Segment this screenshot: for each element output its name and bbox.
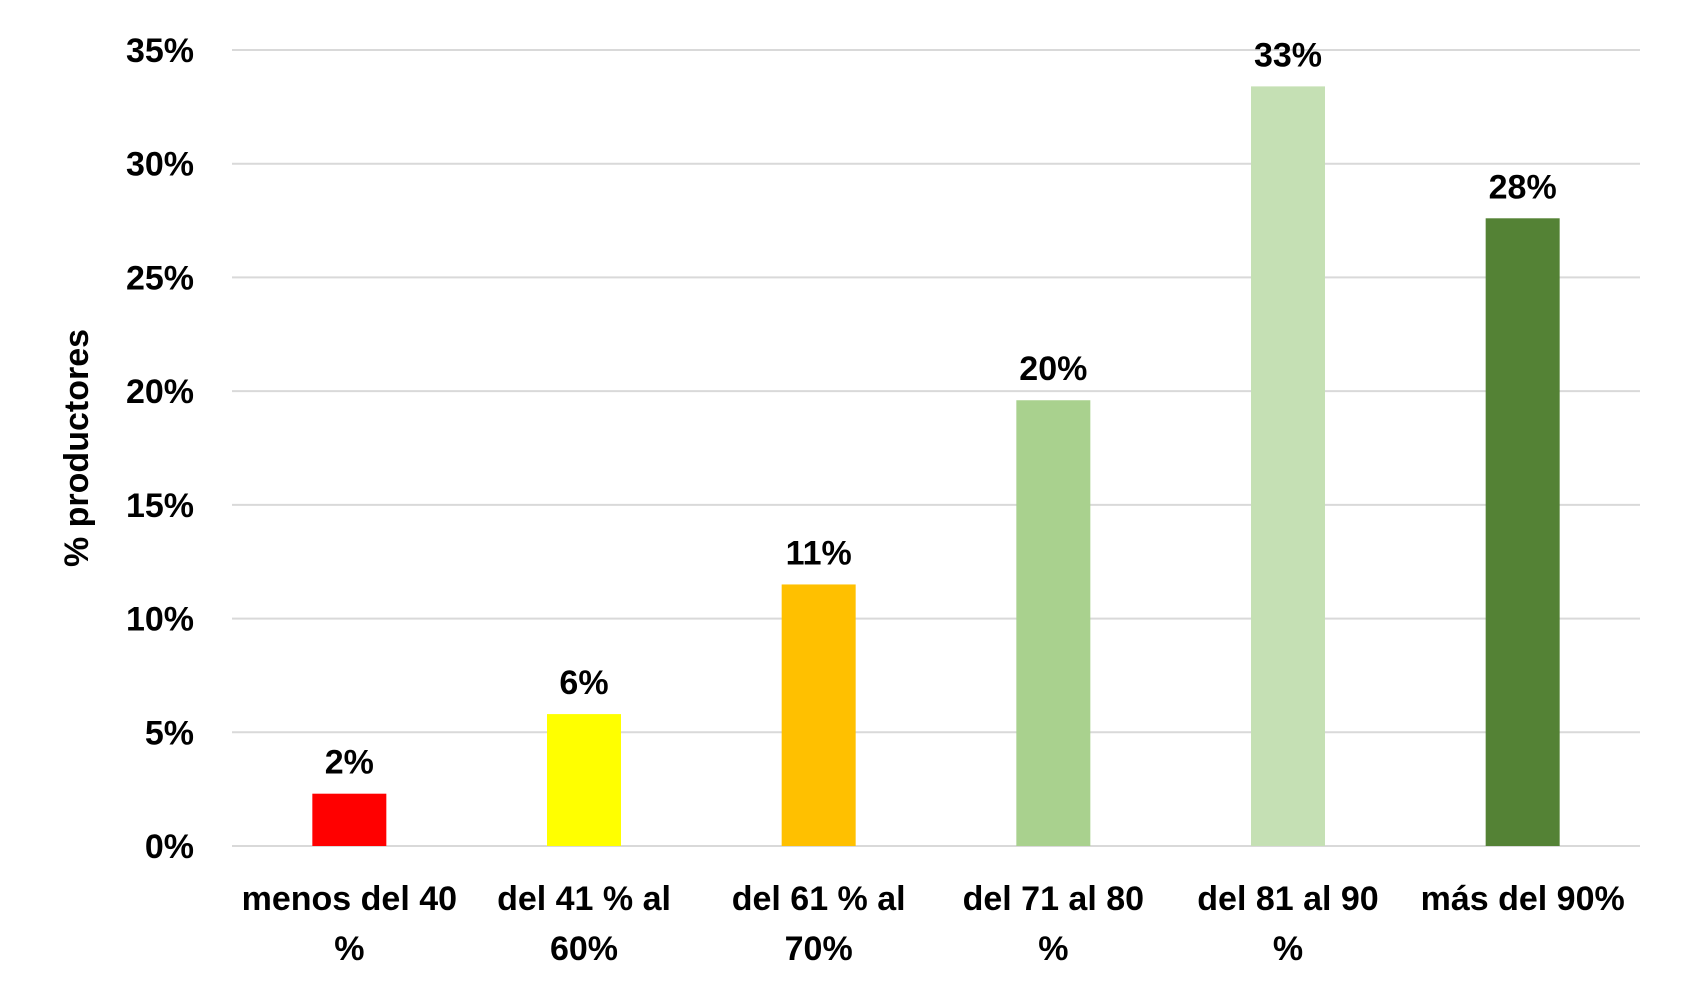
x-category-label-line: del 61 % al (732, 880, 906, 918)
x-category-label-line: menos del 40 (242, 880, 457, 918)
data-label: 2% (325, 744, 374, 782)
x-category-label-line: del 81 al 90 (1197, 880, 1378, 918)
bar (1016, 400, 1091, 846)
x-category-label: del 71 al 80% (963, 880, 1144, 968)
y-tick-label: 25% (126, 259, 194, 297)
x-category-label: del 61 % al 70% (732, 880, 906, 968)
x-category-label: del 41 % al 60% (497, 880, 671, 968)
x-category-label-line: del 71 al 80 (963, 880, 1144, 918)
data-label: 11% (786, 534, 852, 572)
x-category-label-line: % (334, 930, 364, 968)
data-label: 20% (1019, 350, 1087, 388)
bar (1251, 86, 1325, 847)
x-category-label-line: % (1273, 930, 1303, 968)
data-label: 28% (1489, 168, 1557, 206)
bar (781, 584, 856, 846)
bar (1485, 218, 1560, 847)
y-axis-ticks: 0% 5% 10% 15% 20% 25% 30% 35% (126, 32, 194, 866)
x-category-label-line: del 41 % al (497, 880, 671, 918)
x-axis-categories: menos del 40 % del 41 % al 60% del 61 % al 70… (242, 880, 1625, 968)
x-category-label-line: 60% (550, 930, 618, 968)
y-tick-label: 0% (145, 828, 194, 866)
x-category-label-line: más del 90% (1421, 880, 1625, 918)
data-label: 6% (559, 664, 608, 702)
y-tick-label: 20% (126, 373, 194, 411)
bar (312, 793, 387, 846)
x-category-label: más del 90% (1421, 880, 1625, 918)
x-category-label-line: % (1038, 930, 1068, 968)
y-tick-label: 30% (126, 146, 194, 184)
data-label: 33% (1254, 36, 1322, 74)
x-category-label: del 81 al 90% (1197, 880, 1378, 968)
gridlines (232, 49, 1640, 847)
x-category-label-line: 70% (785, 930, 853, 968)
y-axis-title: % productores (58, 329, 96, 567)
y-tick-label: 5% (145, 714, 194, 752)
y-tick-label: 35% (126, 32, 194, 70)
x-category-label: menos del 40% (242, 880, 457, 968)
bar (547, 714, 621, 846)
data-labels: 2% 6% 11% 20% 33% 28% (325, 36, 1557, 781)
y-tick-label: 15% (126, 487, 194, 525)
y-tick-label: 10% (126, 601, 194, 639)
bars (312, 86, 1560, 847)
